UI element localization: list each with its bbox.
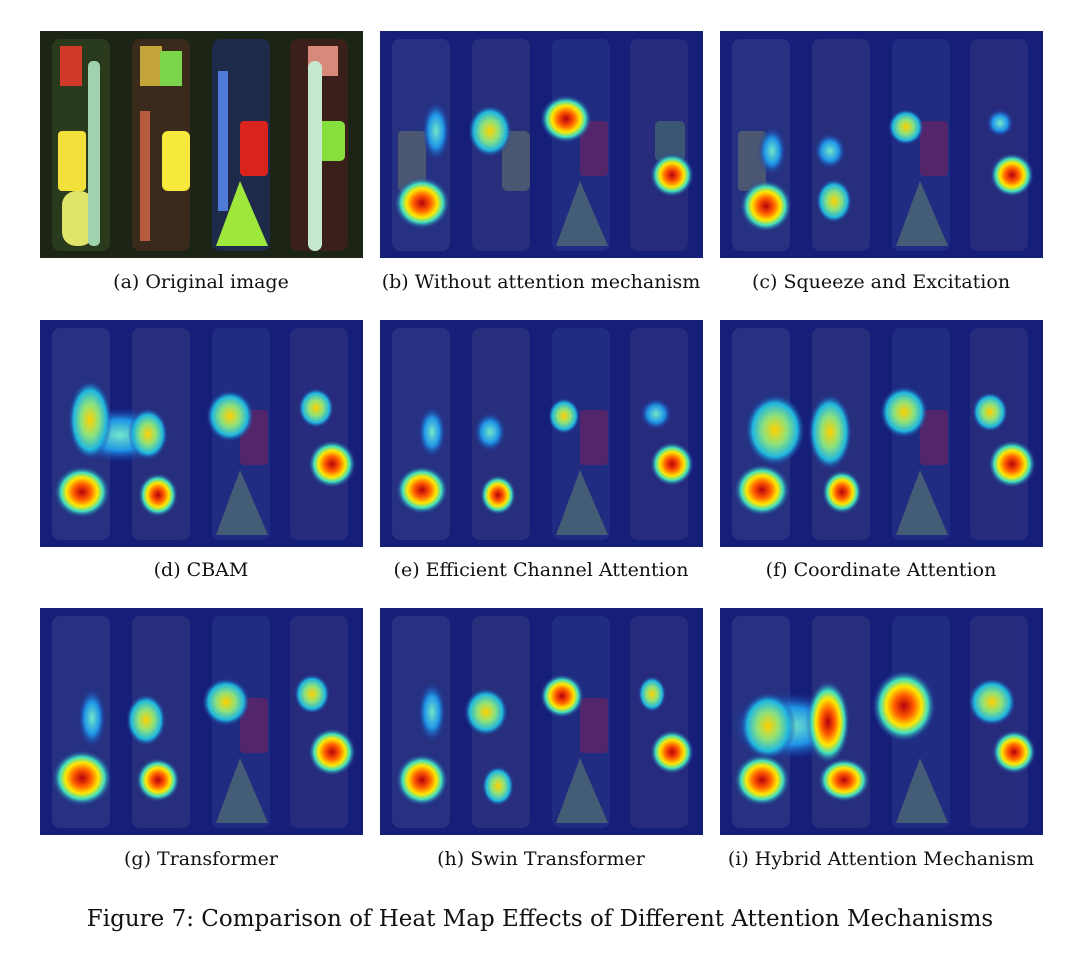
heatmap-efficient-channel-attention [380, 320, 703, 547]
panel-h-heatmap [380, 608, 703, 835]
heatmap-squeeze-excitation [720, 31, 1043, 258]
panel-e-heatmap [380, 320, 703, 547]
caption-d: (d) CBAM [153, 559, 249, 581]
panel-a-original-image [40, 31, 363, 258]
panel-i-heatmap [720, 608, 1043, 835]
heatmap-hybrid-attention [720, 608, 1043, 835]
heatmap-without-attention [380, 31, 703, 258]
caption-g: (g) Transformer [124, 848, 278, 870]
panel-f-heatmap [720, 320, 1043, 547]
caption-b: (b) Without attention mechanism [381, 271, 701, 293]
caption-h: (h) Swin Transformer [437, 848, 645, 870]
original-image [40, 31, 363, 258]
caption-c: (c) Squeeze and Excitation [751, 271, 1011, 293]
caption-f: (f) Coordinate Attention [765, 559, 997, 581]
heatmap-cbam [40, 320, 363, 547]
caption-a: (a) Original image [113, 271, 289, 293]
panel-b-heatmap [380, 31, 703, 258]
panel-d-heatmap [40, 320, 363, 547]
caption-i: (i) Hybrid Attention Mechanism [727, 848, 1035, 870]
heatmap-swin-transformer [380, 608, 703, 835]
panel-c-heatmap [720, 31, 1043, 258]
heatmap-transformer [40, 608, 363, 835]
caption-e: (e) Efficient Channel Attention [393, 559, 689, 581]
heatmap-coordinate-attention [720, 320, 1043, 547]
figure-caption: Figure 7: Comparison of Heat Map Effects… [86, 906, 994, 932]
panel-g-heatmap [40, 608, 363, 835]
